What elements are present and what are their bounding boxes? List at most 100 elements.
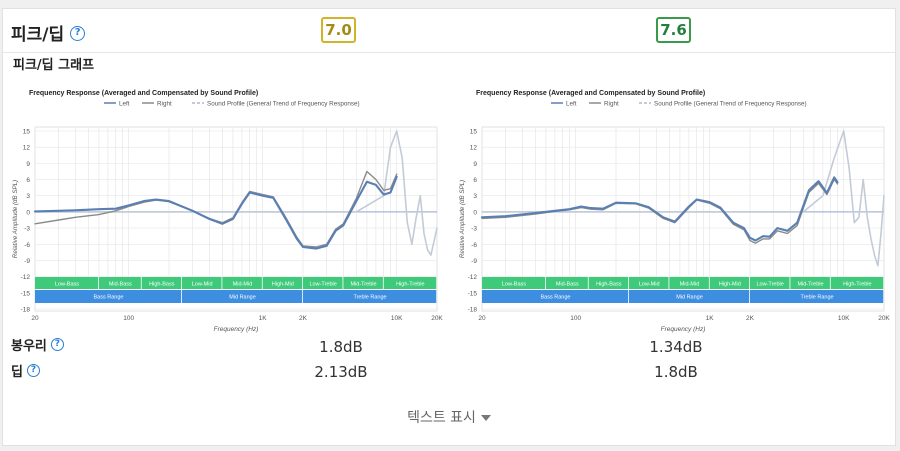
y-tick-label: 3	[473, 193, 477, 200]
band-top	[669, 277, 709, 289]
band-bottom	[628, 290, 750, 303]
y-tick-label: 6	[26, 177, 30, 184]
peaks-value-1: 1.8dB	[319, 338, 363, 356]
y-tick-label: 0	[26, 209, 30, 216]
frequency-response-graph-1: Frequency Response (Averaged and Compens…	[9, 79, 444, 341]
band-top-label: Mid-Mid	[233, 282, 253, 288]
x-tick-label: 1K	[259, 315, 268, 322]
peaks-label: 봉우리?	[11, 335, 64, 354]
question-circle-icon[interactable]: ?	[26, 364, 40, 377]
dips-value-1: 2.13dB	[314, 363, 368, 381]
band-top-label: Low-Mid	[192, 282, 213, 288]
y-tick-label: -18	[21, 307, 31, 314]
section-title-text: 피크/딥	[11, 25, 65, 45]
band-top-label: High-Bass	[149, 282, 175, 288]
band-top-label: Mid-Treble	[350, 282, 376, 288]
band-top	[35, 277, 99, 289]
band-top	[383, 277, 437, 289]
y-tick-label: 3	[26, 193, 30, 200]
band-bottom-label: Mid Range	[229, 295, 256, 301]
band-bottom	[750, 290, 884, 303]
y-tick-label: -3	[24, 226, 30, 233]
band-bottom	[181, 290, 303, 303]
series-line-sound-profile	[481, 130, 885, 267]
y-tick-label: -9	[24, 258, 30, 265]
band-bottom-label: Bass Range	[94, 295, 124, 301]
x-tick-label: 100	[123, 315, 134, 322]
show-text-toggle[interactable]: 텍스트 표시	[3, 407, 895, 427]
y-tick-label: 9	[26, 161, 30, 168]
frequency-response-graph-2: Frequency Response (Averaged and Compens…	[456, 79, 891, 341]
band-top-label: High-Treble	[843, 282, 872, 288]
band-top-label: Low-Treble	[310, 282, 337, 288]
dips-label-text: 딥	[11, 365, 23, 380]
band-top-label: High-Bass	[596, 282, 622, 288]
band-top-label: High-Mid	[719, 282, 741, 288]
legend-item: Left	[119, 101, 130, 108]
section-title: 피크/딥?	[11, 20, 86, 45]
series-line-left	[33, 175, 398, 250]
y-tick-label: -3	[471, 226, 477, 233]
x-tick-label: 10K	[838, 315, 850, 322]
y-axis-label: Relative Amplitude (dB SPL)	[12, 180, 19, 258]
legend-item: Right	[157, 101, 172, 108]
y-tick-label: 12	[23, 145, 31, 152]
peaks-dips-card: 피크/딥? 7.0 7.6 피크/딥 그래프 Frequency Respons…	[2, 8, 896, 446]
peaks-value-2: 1.34dB	[649, 338, 703, 356]
band-top	[588, 277, 629, 289]
caret-down-icon	[480, 415, 491, 421]
band-top	[181, 277, 222, 289]
band-top-label: High-Treble	[396, 282, 425, 288]
band-top	[303, 277, 343, 289]
x-tick-label: 1K	[706, 315, 715, 322]
show-text-label: 텍스트 표시	[407, 410, 476, 426]
band-bottom-label: Treble Range	[800, 295, 833, 301]
series-line-sound-profile	[34, 130, 438, 256]
band-top-label: Low-Bass	[55, 282, 79, 288]
x-axis-label: Frequency (Hz)	[214, 326, 259, 333]
band-bottom	[303, 290, 437, 303]
section-header: 피크/딥? 7.0 7.6	[3, 9, 895, 53]
legend-item: Sound Profile (General Trend of Frequenc…	[207, 101, 360, 108]
x-tick-label: 10K	[391, 315, 403, 322]
band-top	[222, 277, 262, 289]
question-circle-icon[interactable]: ?	[70, 25, 86, 41]
score-badge-right: 7.6	[656, 17, 691, 43]
band-top	[790, 277, 830, 289]
band-top	[830, 277, 884, 289]
y-tick-label: 0	[473, 209, 477, 216]
legend-item: Left	[566, 101, 577, 108]
legend-item: Sound Profile (General Trend of Frequenc…	[654, 101, 807, 108]
dips-value-2: 1.8dB	[654, 363, 698, 381]
y-tick-label: -18	[468, 307, 478, 314]
chart-svg: Frequency Response (Averaged and Compens…	[12, 90, 443, 333]
x-tick-label: 20	[31, 315, 39, 322]
question-circle-icon[interactable]: ?	[50, 338, 64, 351]
x-axis-label: Frequency (Hz)	[661, 326, 706, 333]
dips-label: 딥?	[11, 361, 40, 380]
score-badge-left: 7.0	[321, 17, 356, 43]
band-bottom-label: Bass Range	[541, 295, 571, 301]
band-top	[750, 277, 790, 289]
band-top-label: Mid-Bass	[109, 282, 132, 288]
band-top	[628, 277, 669, 289]
band-bottom-label: Treble Range	[353, 295, 386, 301]
y-tick-label: 12	[470, 145, 478, 152]
y-tick-label: -15	[468, 290, 478, 297]
y-tick-label: -6	[24, 242, 30, 249]
band-bottom	[35, 290, 182, 303]
peaks-label-text: 봉우리	[11, 339, 47, 354]
y-tick-label: -6	[471, 242, 477, 249]
band-top-label: Mid-Treble	[797, 282, 823, 288]
band-top	[545, 277, 588, 289]
band-top-label: Mid-Mid	[680, 282, 700, 288]
y-tick-label: 9	[473, 161, 477, 168]
band-top-label: Low-Mid	[639, 282, 660, 288]
y-tick-label: 15	[470, 129, 478, 136]
band-top	[482, 277, 546, 289]
graph-subtitle: 피크/딥 그래프	[13, 58, 95, 73]
y-tick-label: -12	[21, 274, 31, 281]
chart-title: Frequency Response (Averaged and Compens…	[29, 90, 258, 97]
band-top	[262, 277, 303, 289]
series-line-right	[34, 170, 398, 248]
